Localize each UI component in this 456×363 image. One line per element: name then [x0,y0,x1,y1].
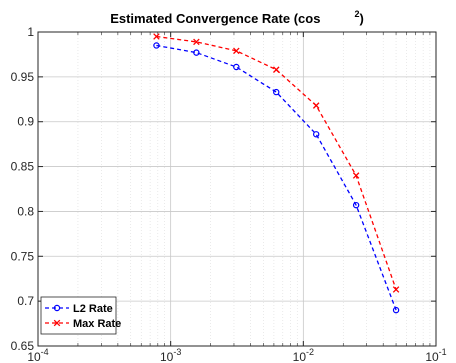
chart-title-close: ) [359,11,363,26]
x-tick-exponent: -1 [439,347,447,357]
series-line-1 [156,35,397,290]
legend-marker-x [53,319,61,327]
data-point-x [153,33,160,40]
data-point-x [193,38,200,46]
data-point-circle [352,201,360,209]
x-tick-base: 10 [425,350,439,363]
x-tick-base: 10 [27,350,41,363]
data-point-x [392,286,400,293]
y-tick-label: 0.85 [11,160,35,174]
axis-ticks: 10-4 10-3 10-2 10-10.650.70.750.80.850.90.9… [11,25,447,363]
y-tick-label: 0.7 [17,294,34,308]
x-tick-exponent: -4 [41,347,49,357]
legend: L2 Rate Max Rate [40,296,121,335]
marker-stroke [392,286,400,293]
plot-area [37,31,437,347]
y-tick-label: 0.9 [17,115,34,129]
x-tick-base: 10 [293,350,307,363]
data-point-circle [193,49,200,56]
marker-stroke [312,102,320,109]
x-tick-label: 10-1 [425,347,446,363]
x-tick-label: 10-3 [160,347,181,363]
marker-stroke [153,33,160,40]
grid [37,31,437,347]
x-tick-base: 10 [160,350,174,363]
data-point-circle [233,63,240,71]
y-tick-label: 0.95 [11,70,35,84]
y-tick-label: 0.8 [17,204,34,218]
legend-label-0: L2 Rate [73,303,113,315]
marker-stroke [233,47,240,55]
x-tick-exponent: -2 [306,347,314,357]
series-line-0 [156,44,397,311]
legend-marker-circle [53,304,61,312]
x-tick-exponent: -3 [173,347,181,357]
data-point-circle [392,306,400,314]
legend-box [40,296,117,335]
data-point-circle [153,42,160,49]
data-point-x [272,66,280,73]
chart-title-main: Estimated Convergence Rate (cos [110,11,320,26]
x-tick-label: 10-2 [293,347,314,363]
data-point-circle [273,88,280,96]
chart-title-superscript: 2 [354,9,359,19]
y-tick-label: 0.75 [11,249,35,263]
x-tick-label: 10-4 [27,347,48,363]
series-group [153,33,400,314]
legend-label-1: Max Rate [73,318,121,330]
y-tick-label: 1 [27,25,34,39]
data-point-x [312,102,320,109]
y-tick-label: 0.65 [11,339,35,353]
data-point-x [233,47,240,55]
data-point-x [352,172,360,179]
marker-stroke [352,172,360,179]
chart-title: Estimated Convergence Rate (cos 2) [110,9,364,26]
data-point-circle [312,131,320,138]
marker-stroke [193,38,200,46]
marker-stroke [272,66,280,73]
